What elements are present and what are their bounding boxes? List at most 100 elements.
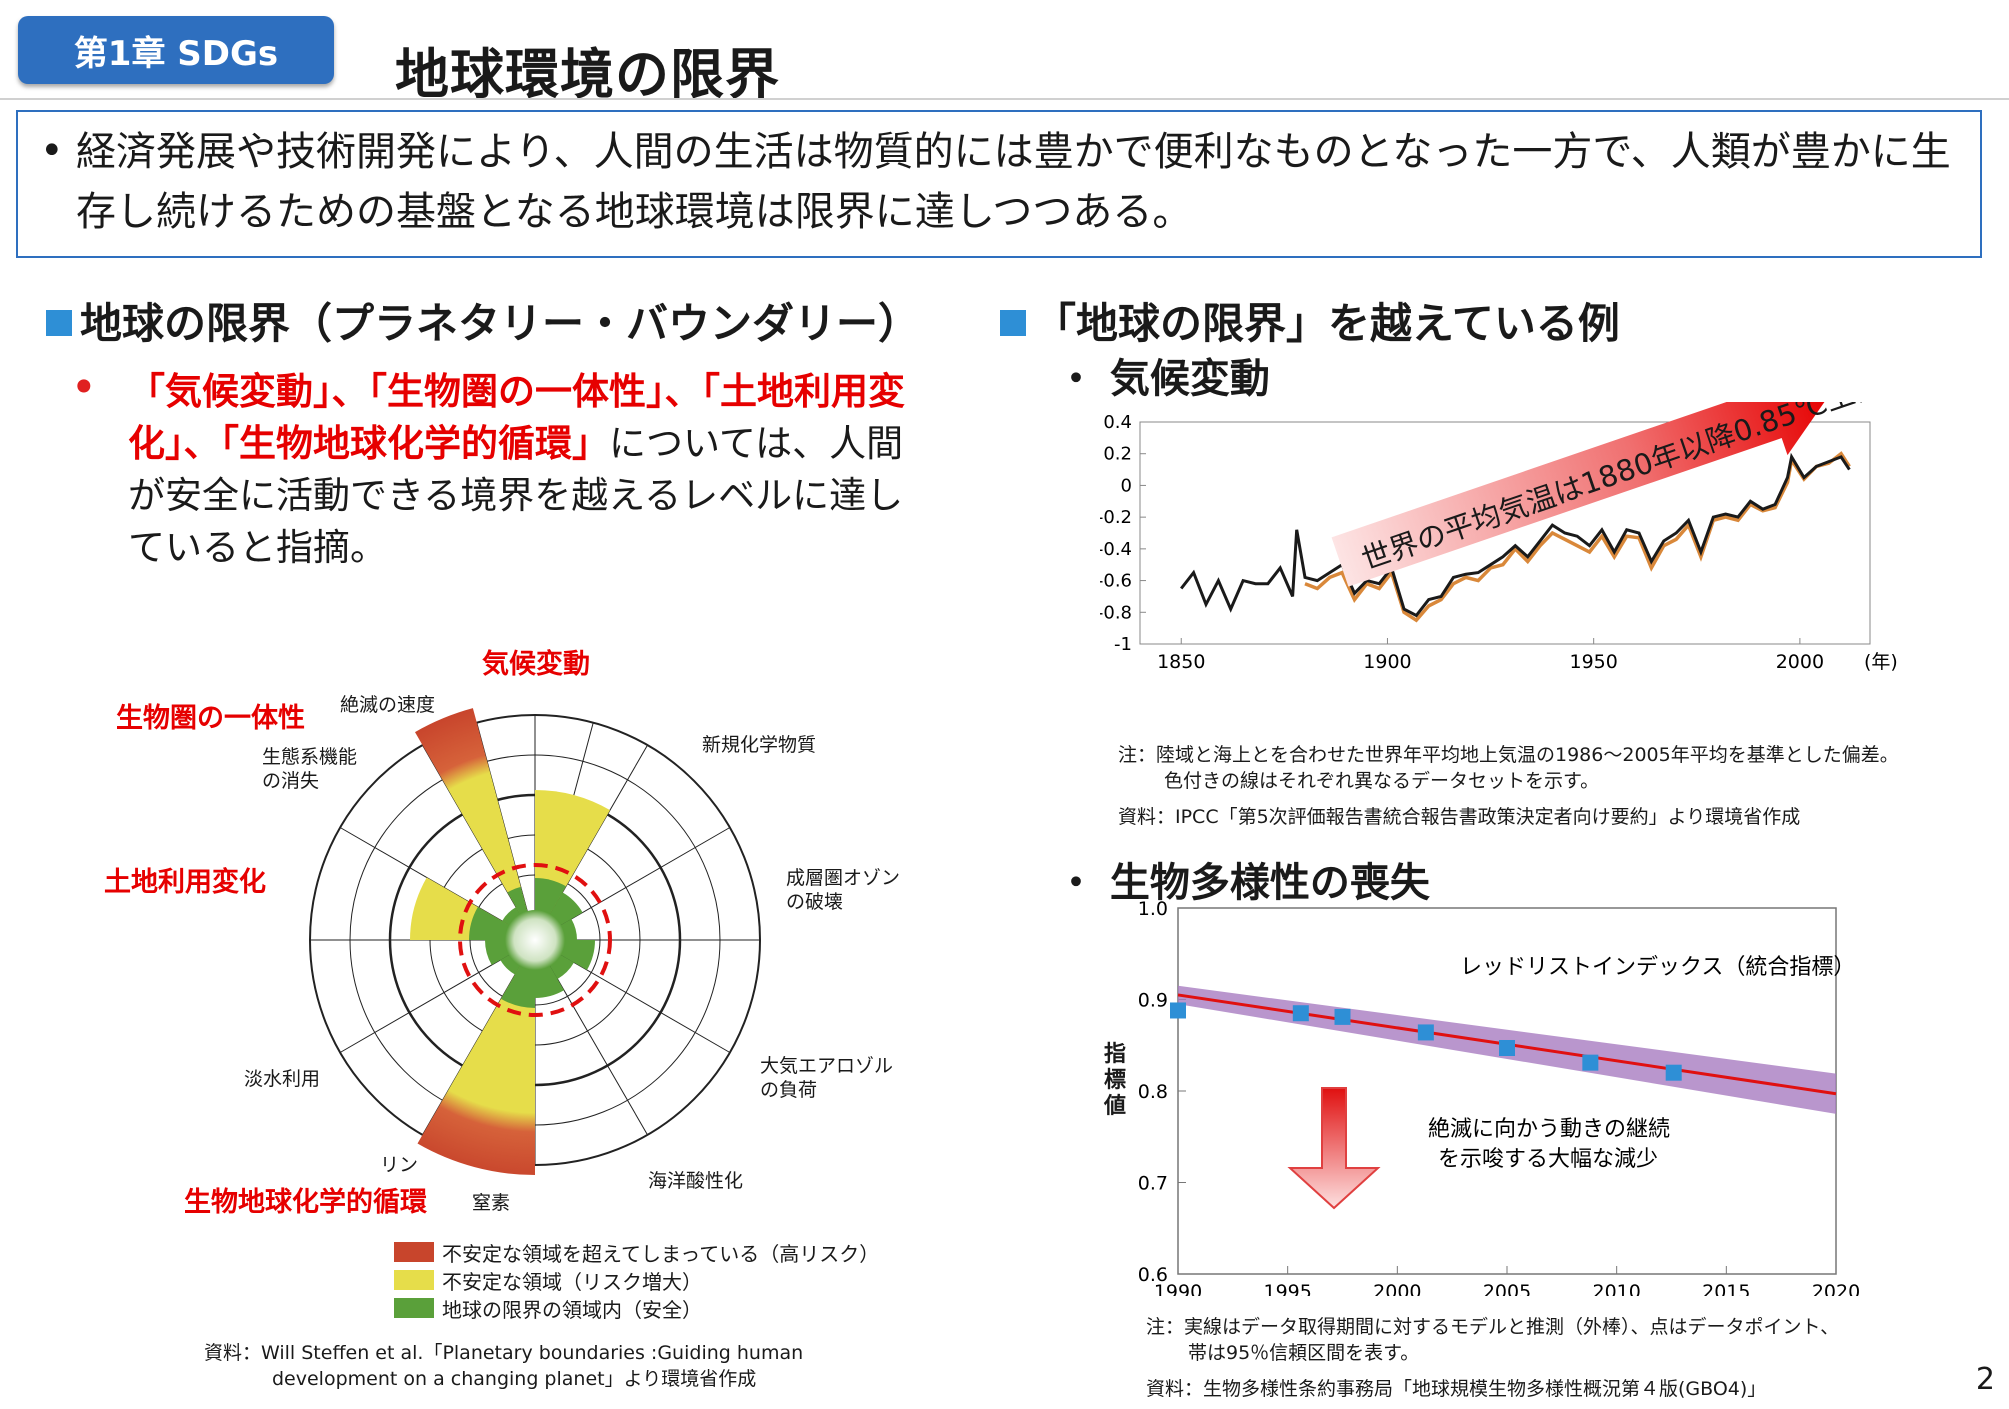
- temperature-lines: [1180, 451, 1851, 623]
- label-biogeochemical: 生物地球化学的循環: [184, 1187, 427, 1218]
- series-label: レッドリストインデックス（統合指標）: [1460, 955, 1855, 980]
- left-heading-text: 地球の限界（プラネタリー・バウンダリー）: [80, 299, 921, 348]
- bullet-square-icon: [46, 310, 72, 336]
- label-climate: 気候変動: [482, 649, 590, 680]
- legend-swatch-yellow: [394, 1270, 434, 1290]
- label-ecosystem: 生態系機能 の消失: [262, 746, 358, 792]
- x-tick-label: 1900: [1363, 651, 1411, 673]
- data-point: [1499, 1039, 1515, 1056]
- climate-note-line2: 色付きの線はそれぞれ異なるデータセットを示す。: [1164, 770, 1600, 792]
- x-tick-label: 2015: [1702, 1281, 1750, 1296]
- label-ozone: 成層圏オゾン の破壊: [786, 867, 901, 913]
- decline-arrow-icon: [1287, 1087, 1381, 1210]
- x-tick-label: 1990: [1154, 1281, 1202, 1296]
- label-nitrogen: 窒素: [472, 1192, 511, 1214]
- right-heading-text: 「地球の限界」を越えている例: [1034, 299, 1620, 348]
- spoke-line: [476, 722, 536, 941]
- left-description: 「気候変動」、「生物圏の一体性」、「土地利用変化」、「生物地球化学的循環」につい…: [128, 366, 928, 574]
- climate-subheading: ・ 気候変動: [1056, 356, 1270, 402]
- warming-arrow: [1331, 402, 1825, 587]
- label-freshwater: 淡水利用: [244, 1068, 321, 1090]
- x-axis-unit: (年): [1864, 651, 1898, 673]
- highlight-boundaries: 「気候変動」、「生物圏の一体性」、「土地利用変化」、「生物地球化学的循環」: [128, 370, 905, 465]
- label-ocean-acid: 海洋酸性化: [648, 1170, 744, 1192]
- x-tick-label: 2000: [1776, 651, 1824, 673]
- y-tick-label: -0.6: [1100, 571, 1132, 592]
- label-aerosol: 大気エアロゾル の負荷: [760, 1055, 894, 1101]
- y-tick-label: 1.0: [1138, 898, 1168, 920]
- left-section-heading: 地球の限界（プラネタリー・バウンダリー）: [46, 290, 920, 351]
- label-biosphere: 生物圏の一体性: [116, 703, 305, 734]
- biodiversity-subheading: ・ 生物多様性の喪失: [1056, 860, 1430, 906]
- y-tick-label: 0: [1121, 475, 1132, 496]
- center-glow: [505, 910, 565, 970]
- x-tick-label: 1950: [1569, 651, 1617, 673]
- y-tick-label: 0.2: [1103, 444, 1132, 465]
- data-point: [1334, 1008, 1351, 1025]
- legend-item-high-risk: 不安定な領域を超えてしまっている（高リスク）: [394, 1238, 879, 1266]
- climate-source: 資料：IPCC「第5次評価報告書統合報告書政策決定者向け要約」より環境省作成: [1118, 806, 1801, 828]
- planetary-boundaries-diagram: [309, 708, 761, 1175]
- legend-label-safe: 地球の限界の領域内（安全）: [442, 1297, 702, 1322]
- temperature-series-line: [1180, 452, 1851, 618]
- legend-swatch-red: [394, 1242, 434, 1262]
- decline-annotation-line1: 絶滅に向かう動きの継続: [1428, 1117, 1670, 1142]
- y-tick-label: 0.8: [1138, 1081, 1168, 1103]
- biosphere-wedge: [415, 708, 535, 940]
- y-tick-label: 0.6: [1138, 1264, 1168, 1286]
- x-tick-label: 2000: [1373, 1281, 1421, 1296]
- y-tick-label: 0.4: [1103, 412, 1132, 433]
- page-number: 2: [1975, 1362, 1995, 1397]
- left-source-line2: development on a changing planet」より環境省作成: [272, 1368, 757, 1390]
- plot-frame: [1139, 421, 1871, 645]
- page-title: 地球環境の限界: [395, 43, 780, 106]
- red-list-ylabel: 指標値: [1104, 1042, 1127, 1119]
- x-tick-label: 1995: [1263, 1281, 1311, 1296]
- climate-note-line1: 注：陸域と海上とを合わせた世界年平均地上気温の1986～2005年平均を基準とし…: [1118, 744, 1899, 766]
- chapter-tag: 第1章 SDGs: [18, 16, 334, 84]
- label-novel-entities: 新規化学物質: [702, 734, 817, 756]
- legend-label-high-risk: 不安定な領域を超えてしまっている（高リスク）: [442, 1241, 880, 1266]
- x-tick-label: 1850: [1157, 651, 1205, 673]
- bio-note-line2: 帯は95％信頼区間を表す。: [1188, 1342, 1420, 1364]
- x-tick-label: 2020: [1812, 1281, 1860, 1296]
- y-tick-label: -0.4: [1100, 539, 1132, 560]
- label-extinction: 絶滅の速度: [340, 694, 436, 716]
- diagram-legend: 不安定な領域を超えてしまっている（高リスク） 不安定な領域（リスク増大） 地球の…: [394, 1238, 879, 1322]
- legend-swatch-green: [394, 1298, 434, 1318]
- decline-annotation-line2: を示唆する大幅な減少: [1438, 1147, 1658, 1172]
- title-divider: [0, 98, 2009, 100]
- summary-text: 経済発展や技術開発により、人間の生活は物質的には豊かで便利なものとなった一方で、…: [76, 129, 1951, 235]
- left-description-text: については、人間が安全に活動できる境界を越えるレベルに達していると指摘。: [128, 422, 904, 569]
- data-point: [1170, 1002, 1186, 1019]
- warming-arrow-label: 世界の平均気温は1880年以降0.85℃上昇: [1357, 402, 1886, 577]
- bio-note-line1: 注：実線はデータ取得期間に対するモデルと推測（外棒）、点はデータポイント、: [1146, 1316, 1840, 1338]
- temperature-chart: 0.4 0.2 0 -0.2 -0.4 -0.6 -0.8 -1 1850 1900 1950 200…: [1100, 402, 1898, 673]
- label-land-use: 土地利用変化: [104, 867, 266, 898]
- y-tick-label: 0.7: [1138, 1173, 1168, 1195]
- legend-item-increasing-risk: 不安定な領域（リスク増大）: [394, 1266, 879, 1294]
- y-tick-label: -0.8: [1100, 602, 1132, 623]
- x-tick-label: 2010: [1592, 1281, 1640, 1296]
- data-point: [1582, 1054, 1599, 1071]
- bullet-square-icon: [1000, 310, 1026, 336]
- right-section-heading: 「地球の限界」を越えている例: [1000, 290, 1620, 351]
- data-point: [1292, 1005, 1309, 1022]
- y-tick-label: -0.2: [1100, 507, 1132, 528]
- y-tick-label: 0.9: [1138, 990, 1168, 1012]
- data-point: [1665, 1064, 1682, 1081]
- summary-bullet: •: [40, 128, 64, 174]
- x-tick-label: 2005: [1483, 1281, 1531, 1296]
- safe-boundary-ring: [458, 863, 612, 1017]
- label-phosphorus: リン: [380, 1154, 419, 1176]
- left-bullet: •: [72, 366, 96, 409]
- y-tick-label: -1: [1114, 634, 1132, 655]
- summary-box: [16, 110, 1982, 258]
- left-source-line1: 資料：Will Steffen et al.「Planetary boundar…: [204, 1342, 804, 1364]
- bio-source: 資料：生物多様性条約事務局「地球規模生物多様性概況第４版(GBO4)」: [1146, 1378, 1767, 1400]
- red-list-plot: [1170, 985, 1837, 1114]
- data-point: [1417, 1024, 1434, 1041]
- legend-label-increasing-risk: 不安定な領域（リスク増大）: [442, 1269, 702, 1294]
